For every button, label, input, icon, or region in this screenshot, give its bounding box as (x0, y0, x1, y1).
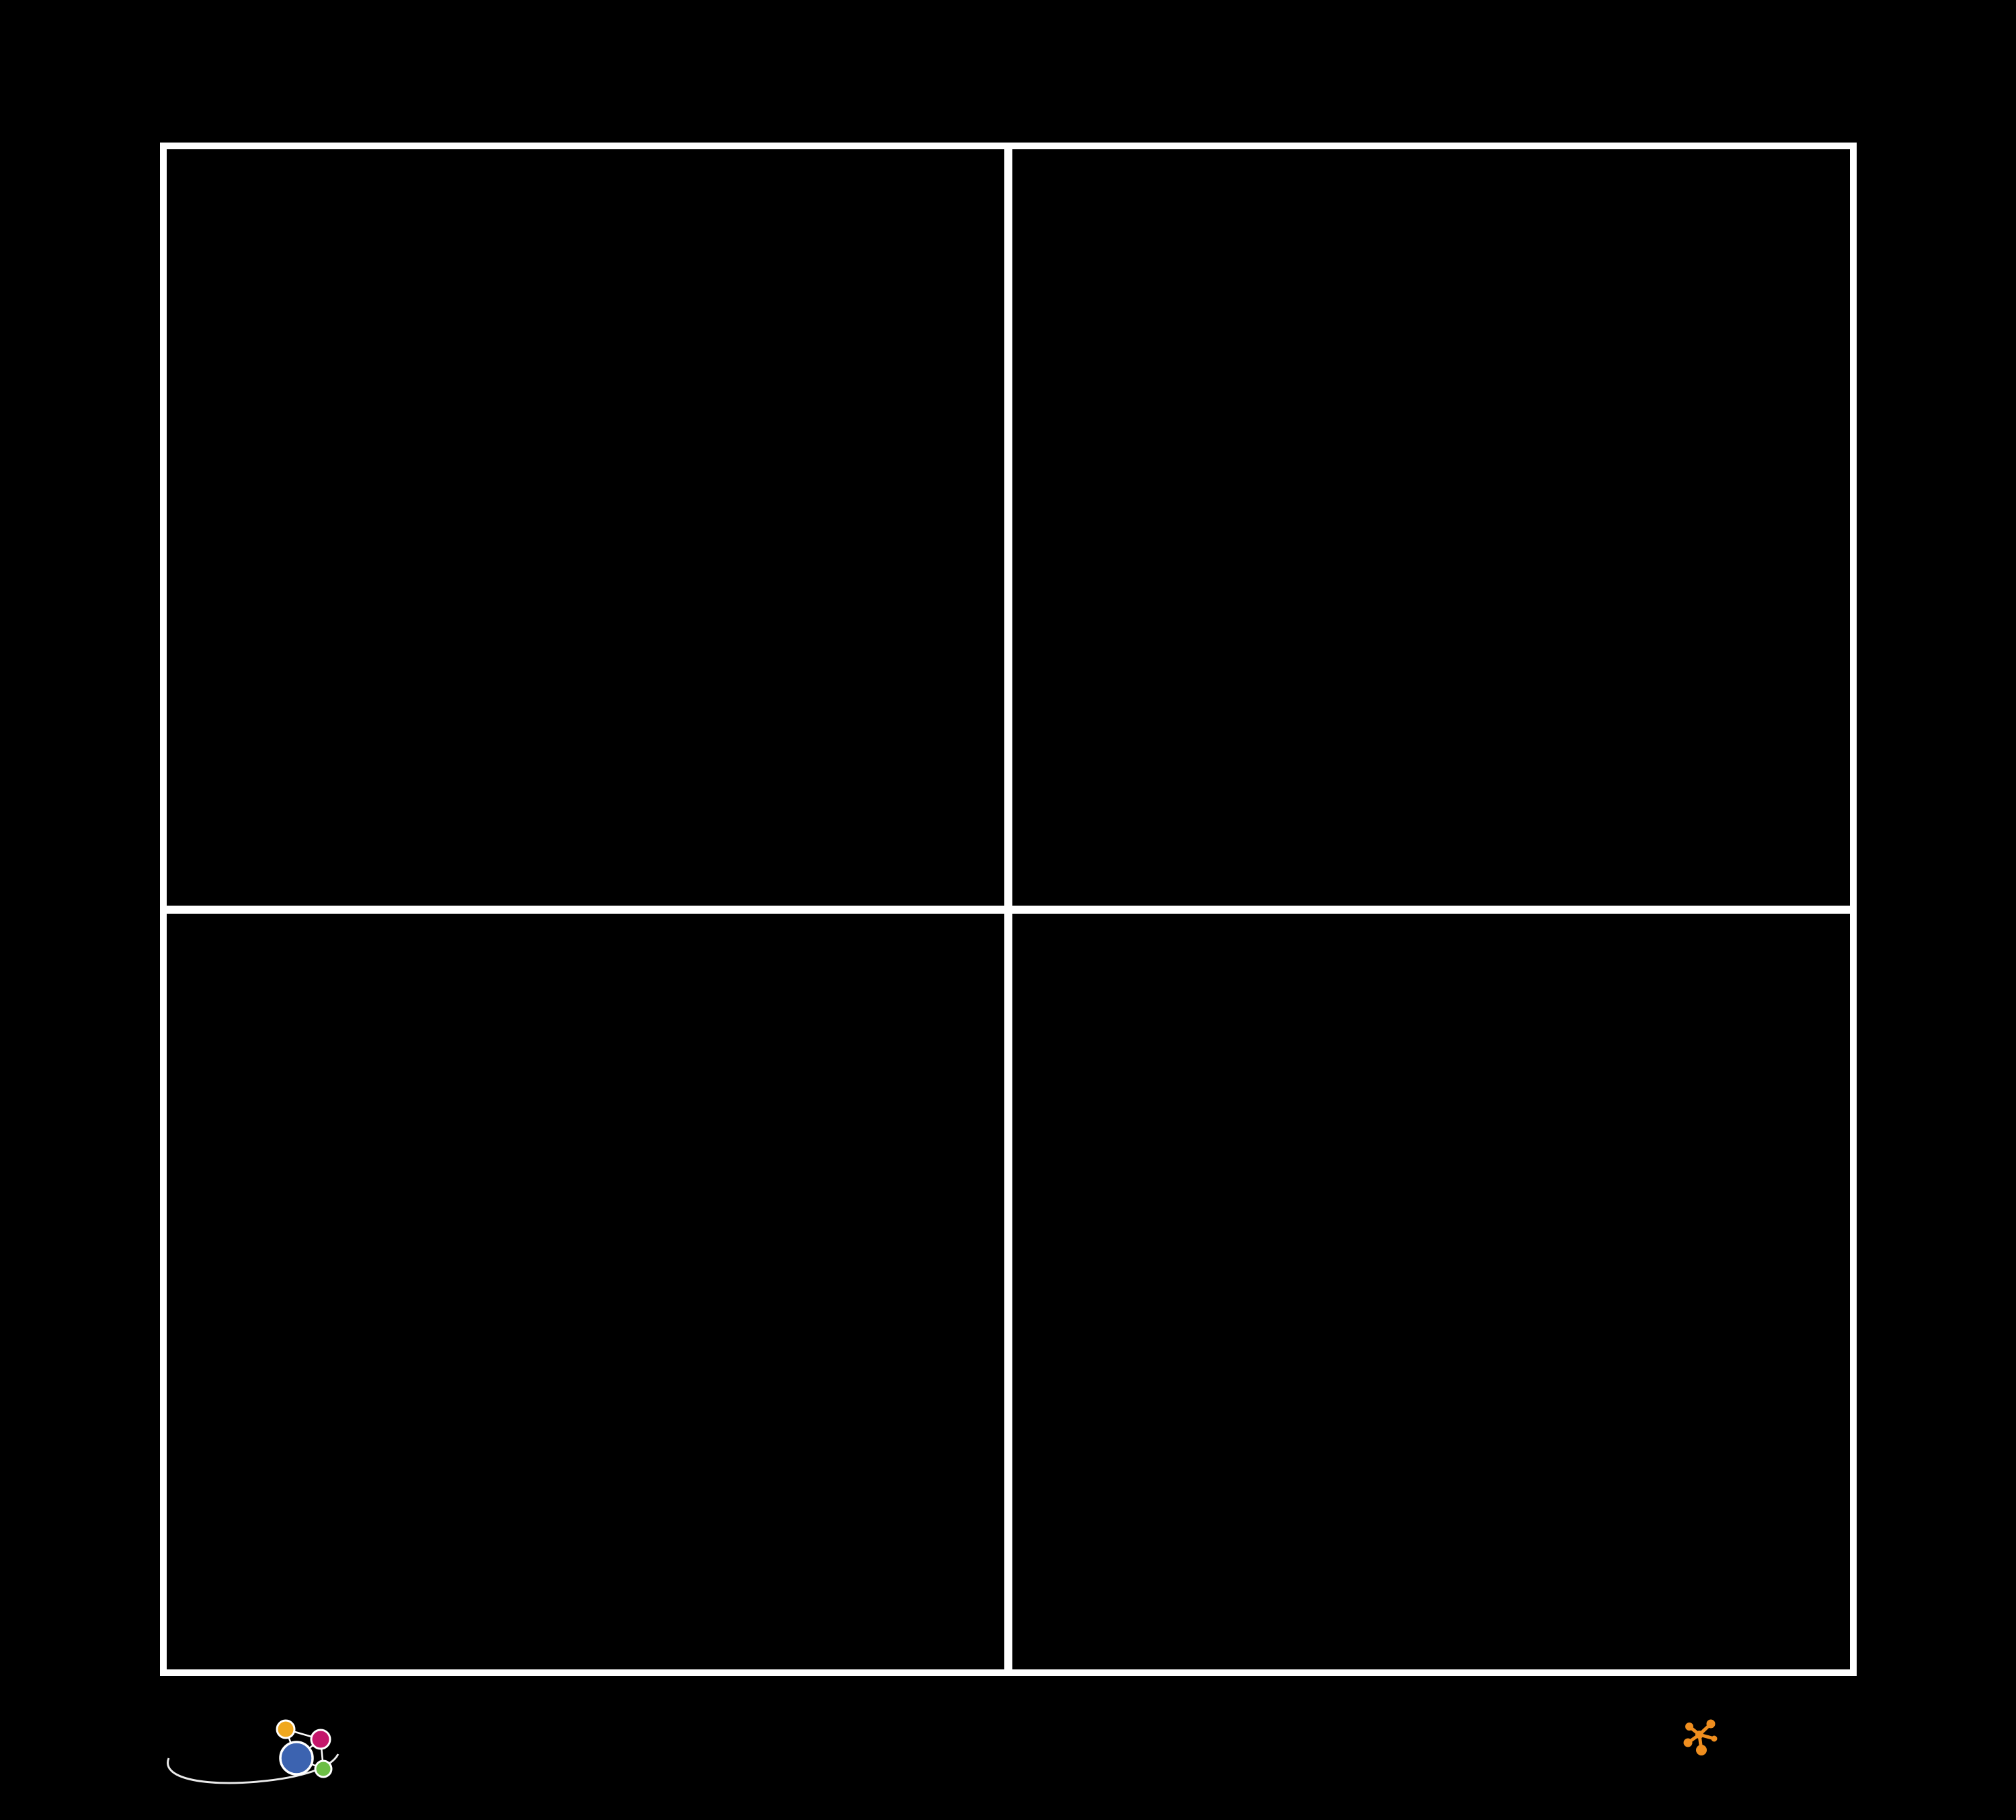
cytoscape-logo-icon (1683, 1719, 1718, 1755)
panel-grid (160, 143, 1857, 1676)
panel-disease-classes (1012, 913, 1850, 1669)
created-by-credit (165, 1716, 366, 1786)
edgeleap-logo-icon (167, 1719, 339, 1784)
cytoscape-logo (1683, 1716, 1726, 1757)
edgeleap-logo (165, 1719, 366, 1786)
panel-disease-risk (1012, 149, 1850, 906)
panel-nutrient-classes (167, 913, 1004, 1669)
powered-by-credit (1683, 1714, 1726, 1757)
panel-ingredient-disease (167, 149, 1004, 906)
